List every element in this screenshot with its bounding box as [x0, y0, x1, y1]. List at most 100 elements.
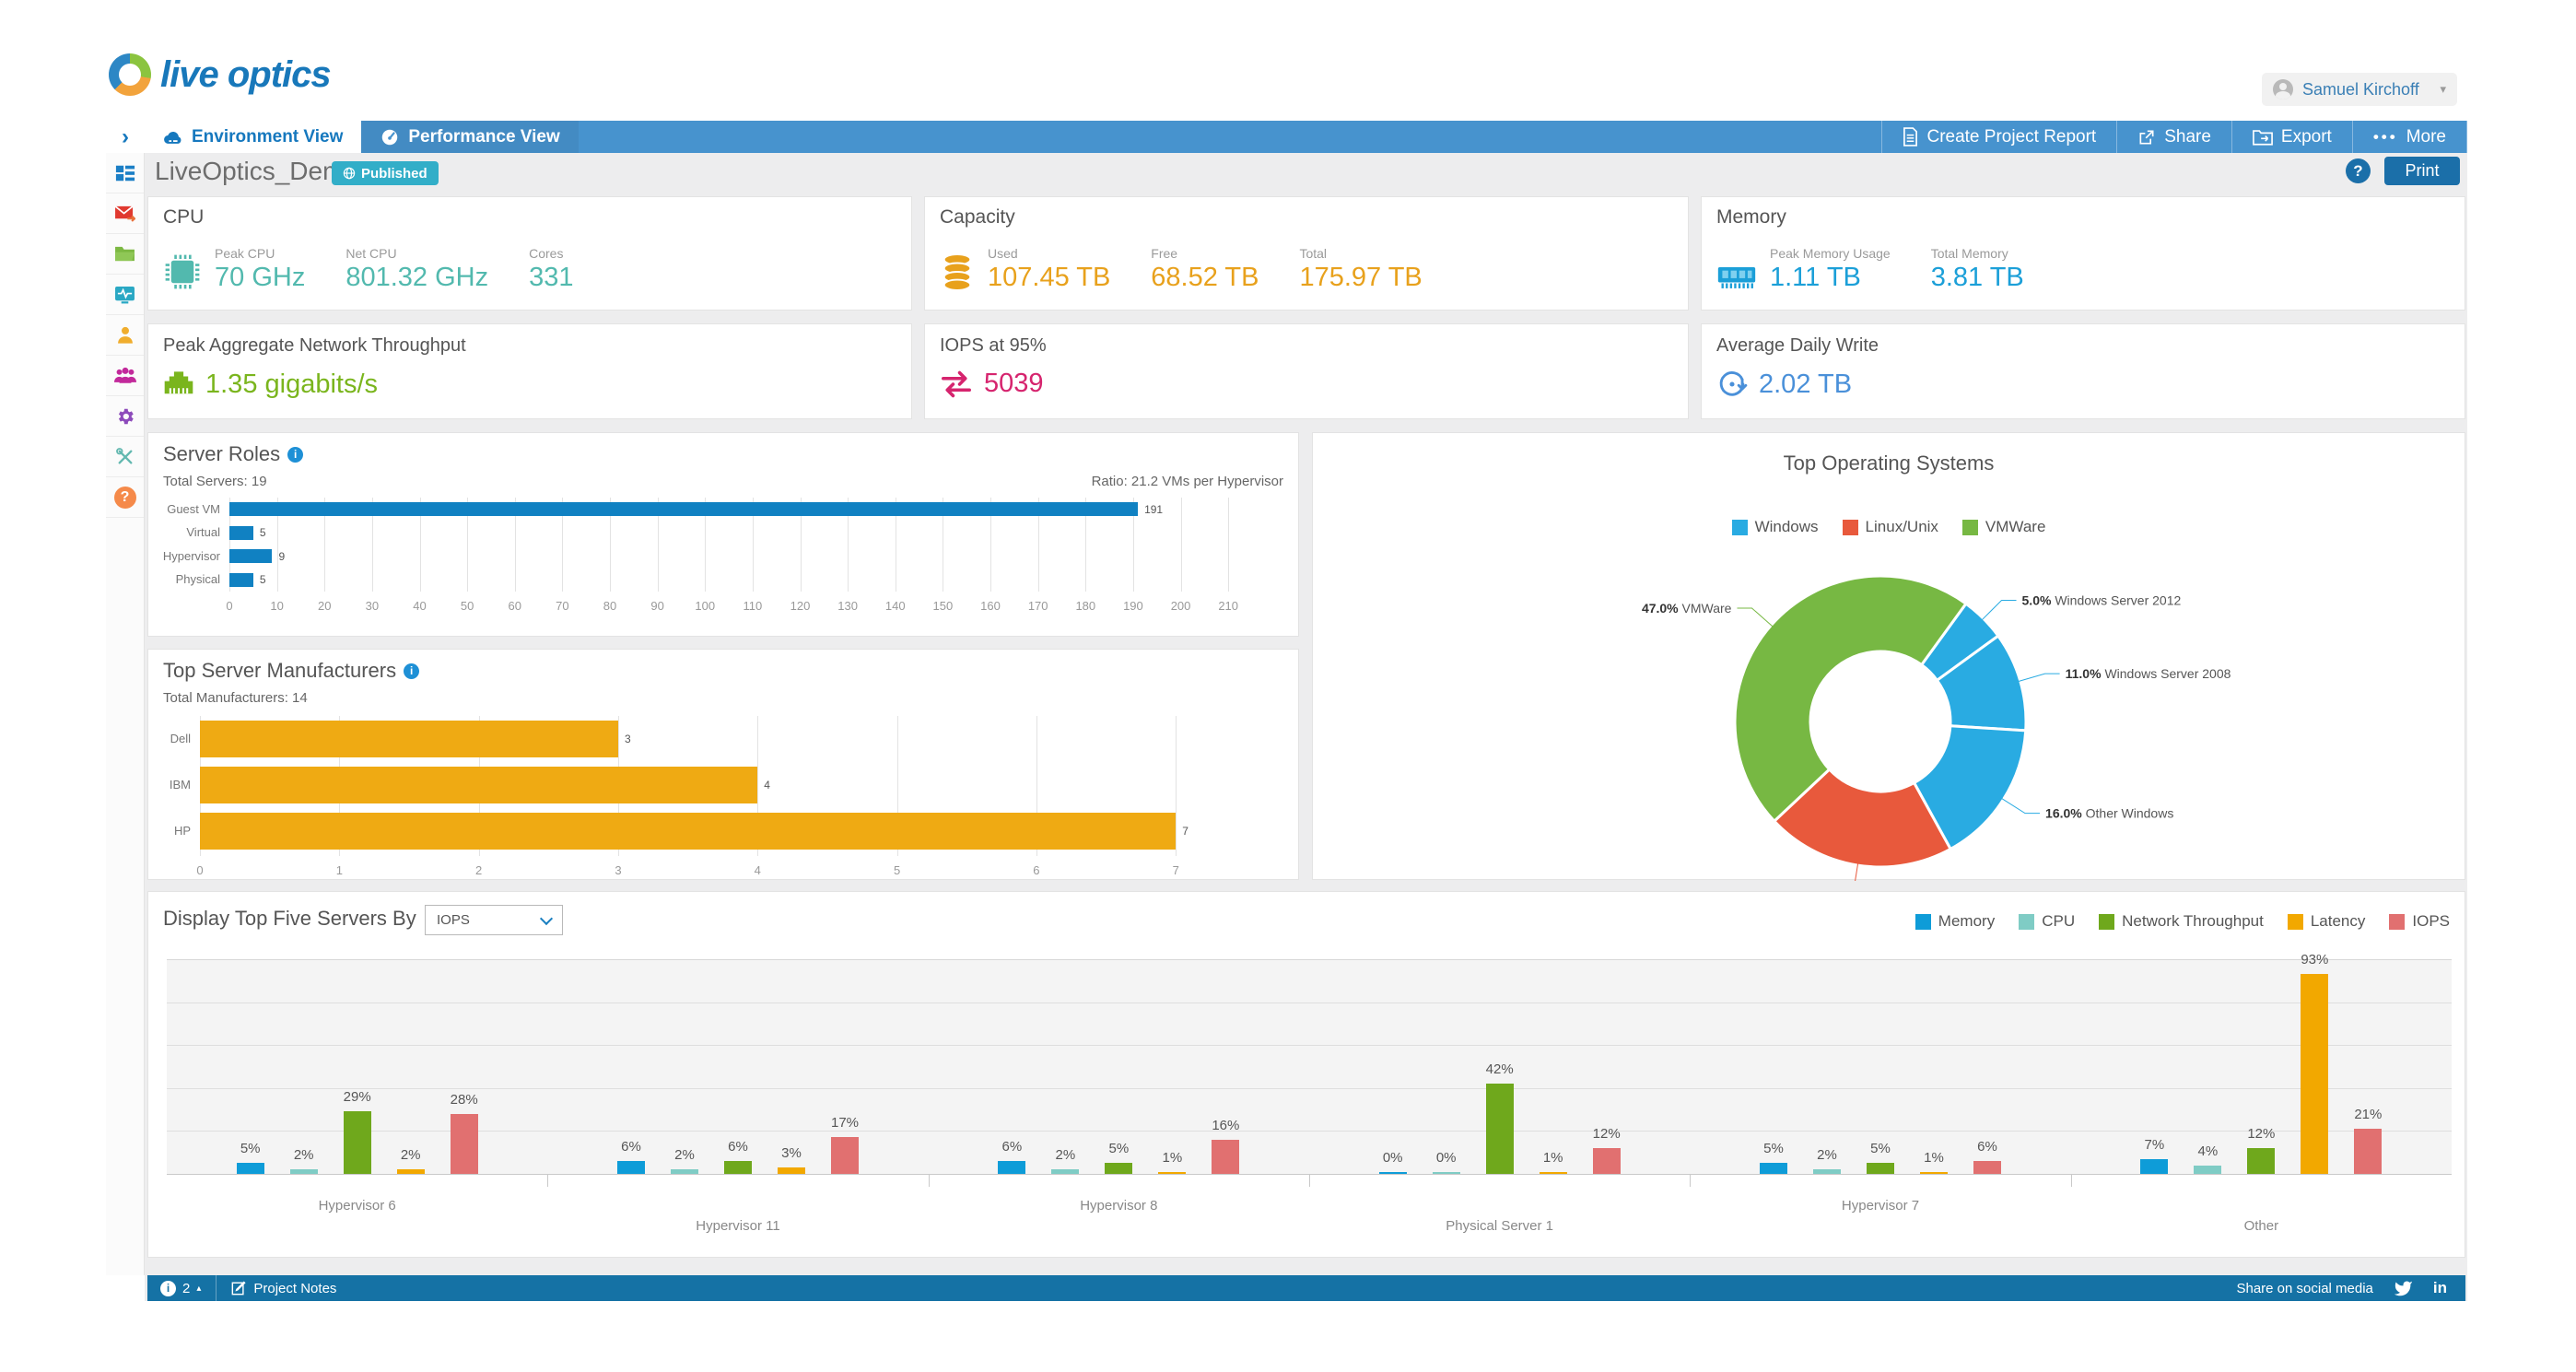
sidebar-item-dashboard[interactable]	[106, 153, 144, 193]
legend-label: VMWare	[1985, 518, 2046, 535]
tools-icon	[115, 447, 135, 467]
bar-other-cpu[interactable]	[2194, 1165, 2222, 1174]
bar-hypervisor-6-iops[interactable]	[450, 1113, 478, 1174]
sidebar-item-help[interactable]: ?	[106, 477, 144, 518]
donut-slice-vmware[interactable]	[1733, 574, 1968, 824]
bar-hypervisor-11-latency[interactable]	[778, 1167, 805, 1174]
legend-item-iops[interactable]: IOPS	[2389, 912, 2450, 931]
legend-item-cpu[interactable]: CPU	[2019, 912, 2075, 931]
legend-item-latency[interactable]: Latency	[2287, 912, 2365, 931]
category-label-hypervisor-8: Hypervisor 8	[1080, 1198, 1158, 1214]
bar-physical-server-1-latency[interactable]	[1539, 1171, 1567, 1174]
bar-ibm[interactable]	[200, 767, 758, 803]
x-tick-label: 10	[270, 599, 284, 613]
bar-physical-server-1-network-throughput[interactable]	[1485, 1084, 1514, 1174]
page-help-button[interactable]: ?	[2346, 158, 2371, 183]
sidebar-item-activity[interactable]	[106, 275, 144, 315]
legend-swatch	[2019, 913, 2035, 930]
more-button[interactable]: ••• More	[2351, 121, 2467, 153]
user-name: Samuel Kirchoff	[2302, 79, 2419, 99]
bar-hypervisor-7-latency[interactable]	[1920, 1171, 1948, 1174]
user-menu[interactable]: Samuel Kirchoff ▾	[2262, 73, 2457, 106]
bar-guest-vm[interactable]	[229, 502, 1139, 517]
bar-hypervisor-6-network-throughput[interactable]	[343, 1111, 371, 1174]
legend-item-windows[interactable]: Windows	[1731, 518, 1819, 536]
cloud-icon	[163, 129, 183, 145]
bar-hypervisor-7-cpu[interactable]	[1813, 1169, 1841, 1174]
sidebar-item-tools[interactable]	[106, 437, 144, 477]
bar-other-iops[interactable]	[2354, 1129, 2383, 1174]
x-tick-label: 6	[1033, 863, 1040, 877]
gridline	[752, 498, 754, 592]
bar-other-latency[interactable]	[2301, 974, 2329, 1174]
linkedin-icon[interactable]: in	[2432, 1279, 2447, 1296]
category-label-hypervisor-6: Hypervisor 6	[318, 1198, 396, 1214]
sidebar-item-user[interactable]	[106, 315, 144, 356]
export-button[interactable]: Export	[2231, 121, 2352, 153]
bar-virtual[interactable]	[229, 525, 253, 540]
bar-hypervisor[interactable]	[229, 549, 273, 564]
bar-hypervisor-6-memory[interactable]	[236, 1163, 264, 1174]
bar-hypervisor-7-iops[interactable]	[1973, 1161, 2001, 1174]
display-by-select[interactable]: IOPS	[425, 905, 563, 935]
bar-hypervisor-8-network-throughput[interactable]	[1105, 1163, 1133, 1174]
chart-title: Server Roles i	[163, 442, 304, 466]
bar-dell[interactable]	[200, 721, 618, 757]
bar-hypervisor-11-network-throughput[interactable]	[724, 1161, 752, 1174]
bar-hypervisor-8-latency[interactable]	[1158, 1171, 1187, 1174]
twitter-icon[interactable]	[2394, 1280, 2413, 1296]
donut-slice-other-windows[interactable]	[1912, 724, 2028, 851]
legend-item-network-throughput[interactable]: Network Throughput	[2099, 912, 2264, 931]
sidebar-collapse-button[interactable]: ›	[106, 121, 145, 153]
sidebar-item-projects[interactable]	[106, 234, 144, 275]
label-connector	[1737, 607, 1774, 627]
share-button[interactable]: Share	[2116, 121, 2231, 153]
print-button[interactable]: Print	[2384, 157, 2460, 185]
bar-hypervisor-6-cpu[interactable]	[289, 1169, 318, 1174]
sidebar-item-mail[interactable]	[106, 193, 144, 234]
legend-item-vmware[interactable]: VMWare	[1961, 518, 2046, 536]
bar-physical-server-1-memory[interactable]	[1378, 1172, 1407, 1174]
bar-hypervisor-11-cpu[interactable]	[671, 1169, 698, 1174]
tab-performance-view[interactable]: Performance View	[361, 121, 579, 153]
gridline	[1085, 498, 1087, 592]
bar-other-memory[interactable]	[2140, 1158, 2169, 1174]
bar-hypervisor-8-iops[interactable]	[1212, 1139, 1240, 1174]
notes-label: Project Notes	[253, 1280, 337, 1296]
project-notes-button[interactable]: Project Notes	[231, 1281, 336, 1296]
action-label: Create Project Report	[1926, 126, 2097, 147]
gridline	[1228, 498, 1230, 592]
bar-hypervisor-8-memory[interactable]	[998, 1161, 1026, 1174]
bar-value-label: 2%	[400, 1147, 421, 1164]
bar-hypervisor-11-iops[interactable]	[831, 1137, 859, 1174]
x-tick-label: 210	[1218, 599, 1239, 613]
gridline	[229, 498, 230, 592]
create-project-report-button[interactable]: Create Project Report	[1881, 121, 2116, 153]
info-count-toggle[interactable]: i 2 ▴	[160, 1280, 201, 1296]
bar-hypervisor-11-memory[interactable]	[617, 1161, 645, 1174]
info-icon[interactable]: i	[404, 663, 420, 679]
action-label: Share	[2164, 126, 2211, 147]
info-icon[interactable]: i	[287, 446, 304, 463]
bar-hypervisor-6-latency[interactable]	[396, 1169, 425, 1174]
slice-label-vmware: 47.0% VMWare	[1642, 601, 1732, 616]
bar-hypervisor-8-cpu[interactable]	[1051, 1169, 1080, 1174]
gridline	[1037, 498, 1039, 592]
network-throughput-card: Peak Aggregate Network Throughput 1.35 g…	[147, 323, 912, 419]
bar-hypervisor-7-network-throughput[interactable]	[1867, 1163, 1894, 1174]
tab-environment-view[interactable]: Environment View	[145, 121, 362, 153]
bar-physical[interactable]	[229, 572, 253, 587]
cpu-card: CPU Peak CPU 70 GHz Net CPU 801.32 GHz Cor…	[147, 196, 912, 311]
bar-physical-server-1-iops[interactable]	[1592, 1148, 1621, 1174]
donut-slice-linux[interactable]	[1772, 767, 1953, 869]
legend-item-linux-unix[interactable]: Linux/Unix	[1842, 518, 1938, 536]
bar-hp[interactable]	[200, 813, 1177, 850]
sidebar-item-settings[interactable]	[106, 396, 144, 437]
legend-item-memory[interactable]: Memory	[1914, 912, 1995, 931]
bar-other-network-throughput[interactable]	[2247, 1148, 2276, 1174]
sidebar-item-team[interactable]	[106, 356, 144, 396]
bar-physical-server-1-cpu[interactable]	[1432, 1172, 1460, 1174]
bar-hypervisor-7-memory[interactable]	[1760, 1163, 1787, 1174]
card-title: Average Daily Write	[1716, 335, 1879, 356]
slice-label-windows-server-2008: 11.0% Windows Server 2008	[2066, 666, 2231, 681]
